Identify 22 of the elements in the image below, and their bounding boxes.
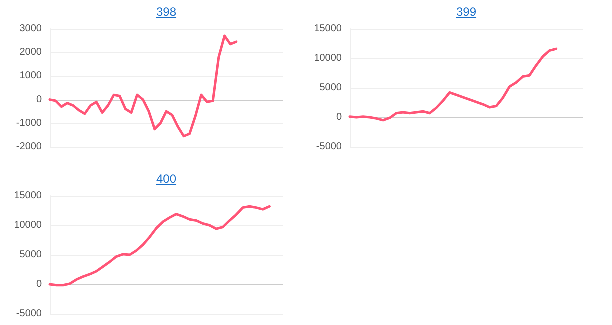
y-tick-label: 3000: [20, 24, 42, 34]
y-tick-label: -5000: [316, 142, 342, 152]
y-tick-label: 0: [36, 279, 42, 290]
chart-title: 398: [155, 5, 178, 19]
y-tick-label: 5000: [320, 82, 342, 94]
y-tick-label: 10000: [314, 53, 342, 64]
line-series: [48, 205, 271, 287]
y-tick-label: 15000: [314, 24, 342, 34]
y-tick-label: 0: [36, 94, 42, 106]
y-tick-label: 5000: [20, 250, 42, 260]
chart-title: 400: [155, 172, 178, 186]
y-tick-label: 15000: [14, 190, 42, 202]
y-tick-label: 1000: [20, 70, 42, 82]
y-tick-label: -2000: [16, 142, 42, 152]
y-tick-label: -1000: [16, 118, 42, 129]
y-tick-label: 10000: [14, 220, 42, 231]
y-tick-label: 2000: [20, 47, 42, 58]
y-tick-label: 0: [336, 112, 342, 123]
line-series: [48, 34, 238, 138]
y-tick-label: -5000: [16, 308, 42, 320]
line-series: [348, 48, 558, 122]
chart-title: 399: [455, 5, 478, 19]
